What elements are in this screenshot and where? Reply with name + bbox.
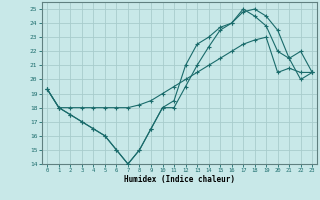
X-axis label: Humidex (Indice chaleur): Humidex (Indice chaleur): [124, 175, 235, 184]
